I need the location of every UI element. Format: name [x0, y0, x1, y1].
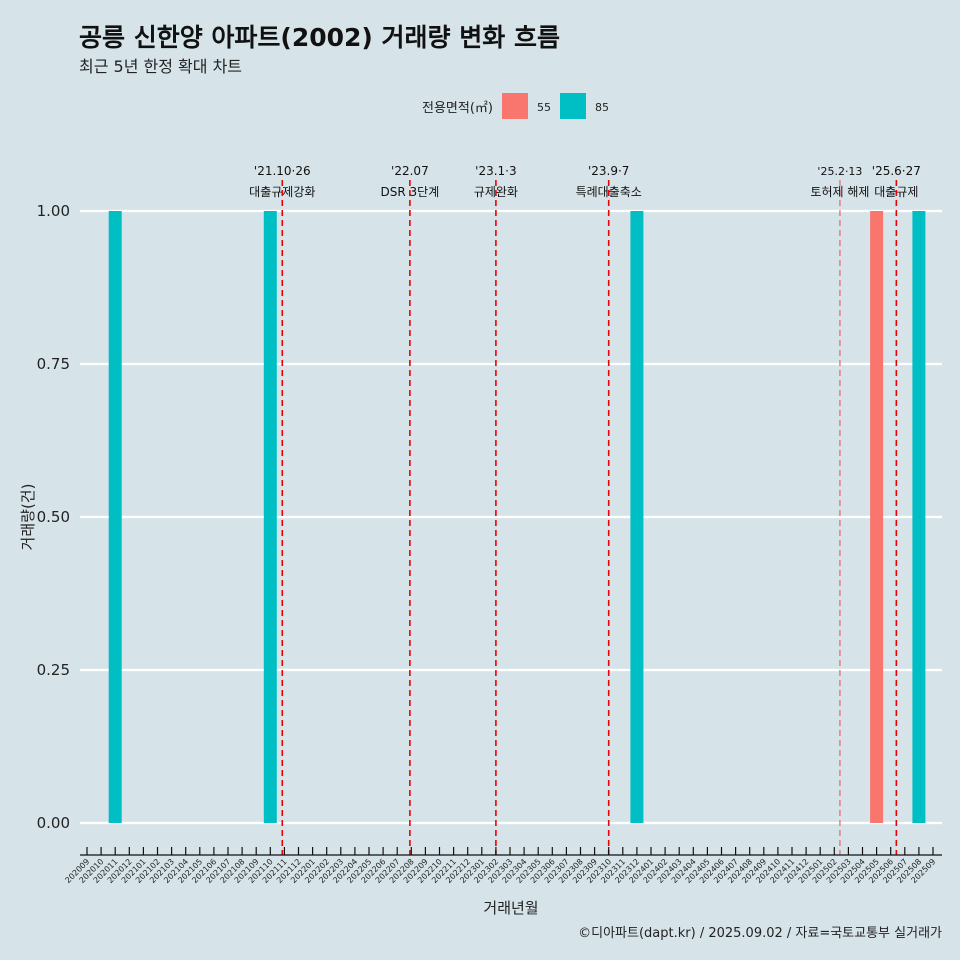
x-axis-title: 거래년월 — [483, 899, 538, 917]
event-date: '23.1·3 — [475, 164, 516, 178]
y-tick-label: 0.50 — [37, 508, 70, 526]
event-label: 특례대출축소 — [576, 185, 642, 199]
event-label: DSR 3단계 — [381, 185, 440, 199]
legend-label-55: 55 — [537, 101, 551, 114]
event-label: 대출규제강화 — [249, 185, 315, 199]
y-tick-label: 1.00 — [37, 202, 70, 220]
legend-label-85: 85 — [595, 101, 609, 114]
legend-title: 전용면적(㎡) — [422, 101, 493, 116]
chart-subtitle: 최근 5년 한정 확대 차트 — [79, 57, 243, 76]
event-date: '22.07 — [391, 164, 429, 178]
bar-202110 — [263, 211, 277, 823]
bar-202312 — [630, 211, 644, 823]
bar-202505 — [870, 211, 884, 823]
bar-202508 — [912, 211, 926, 823]
event-label: 대출규제 — [874, 185, 918, 199]
chart-title: 공릉 신한양 아파트(2002) 거래량 변화 흐름 — [79, 23, 560, 52]
legend-swatch-55 — [502, 93, 528, 119]
event-date: '25.2·13 — [817, 165, 862, 178]
event-label: 규제완화 — [474, 185, 518, 199]
y-tick-label: 0.00 — [37, 814, 70, 832]
y-axis-title: 거래량(건) — [19, 484, 37, 551]
event-date: '23.9·7 — [588, 164, 629, 178]
event-date: '21.10·26 — [254, 164, 311, 178]
legend-swatch-85 — [560, 93, 586, 119]
y-tick-label: 0.75 — [37, 355, 70, 373]
event-date: '25.6·27 — [872, 164, 921, 178]
y-tick-label: 0.25 — [37, 661, 70, 679]
chart-caption: ©디아파트(dapt.kr) / 2025.09.02 / 자료=국토교통부 실… — [578, 926, 942, 941]
event-label: 토허제 해제 — [810, 185, 869, 199]
bar-202011 — [108, 211, 122, 823]
